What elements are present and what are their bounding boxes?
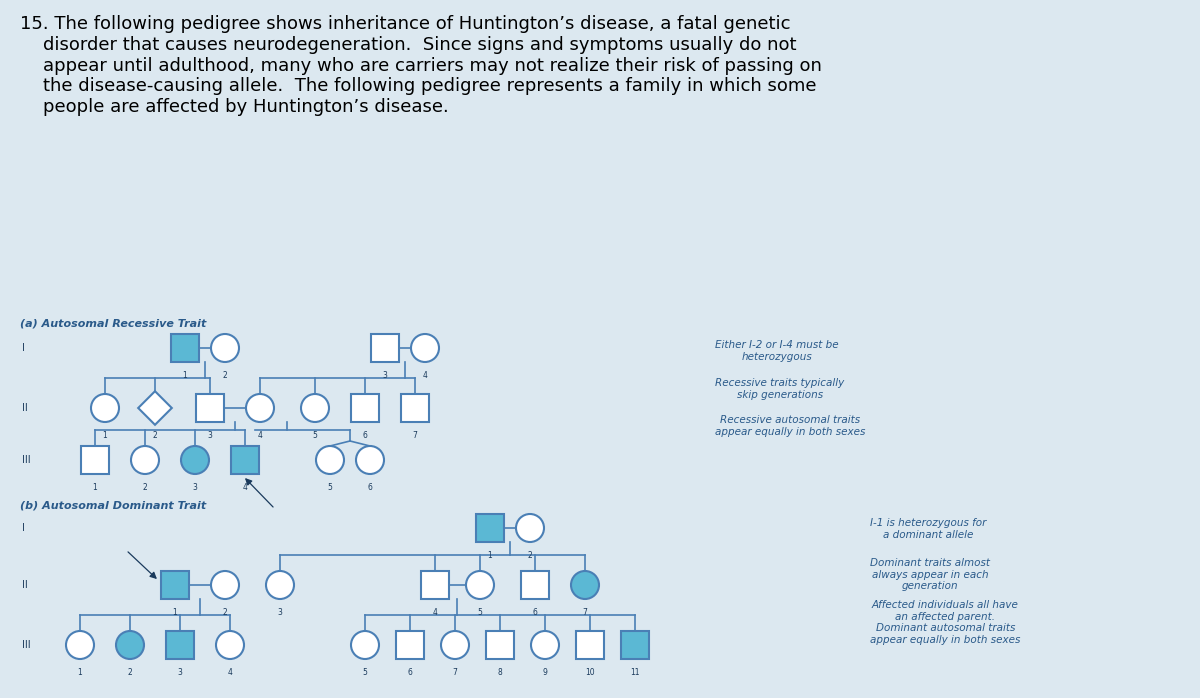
Bar: [196, 394, 224, 422]
Text: 6: 6: [408, 668, 413, 677]
Circle shape: [211, 334, 239, 362]
Circle shape: [356, 446, 384, 474]
Text: Recessive traits typically
skip generations: Recessive traits typically skip generati…: [715, 378, 845, 399]
Text: 2: 2: [223, 608, 227, 617]
Text: 2: 2: [528, 551, 533, 560]
Text: 3: 3: [383, 371, 388, 380]
Circle shape: [246, 394, 274, 422]
Text: 6: 6: [533, 608, 538, 617]
Text: 9: 9: [542, 668, 547, 677]
Text: 4: 4: [258, 431, 263, 440]
Circle shape: [211, 571, 239, 599]
Text: I-1 is heterozygous for
a dominant allele: I-1 is heterozygous for a dominant allel…: [870, 518, 986, 540]
Text: 8: 8: [498, 668, 503, 677]
Text: 3: 3: [192, 483, 198, 492]
Circle shape: [216, 631, 244, 659]
Text: 5: 5: [362, 668, 367, 677]
Text: Dominant traits almost
always appear in each
generation: Dominant traits almost always appear in …: [870, 558, 990, 591]
Text: 2: 2: [223, 371, 227, 380]
Text: II: II: [22, 403, 28, 413]
Text: 1: 1: [92, 483, 97, 492]
Text: II: II: [22, 580, 28, 590]
Bar: [166, 631, 194, 659]
Bar: [576, 631, 604, 659]
Bar: [161, 571, 190, 599]
Text: 6: 6: [362, 431, 367, 440]
Text: I: I: [22, 523, 25, 533]
Circle shape: [516, 514, 544, 542]
Circle shape: [466, 571, 494, 599]
Text: 2: 2: [152, 431, 157, 440]
Text: 5: 5: [328, 483, 332, 492]
Text: 4: 4: [432, 608, 438, 617]
Text: (a) Autosomal Recessive Trait: (a) Autosomal Recessive Trait: [20, 318, 206, 328]
Circle shape: [571, 571, 599, 599]
Text: 3: 3: [178, 668, 182, 677]
Circle shape: [116, 631, 144, 659]
Circle shape: [266, 571, 294, 599]
Text: 2: 2: [143, 483, 148, 492]
Text: 15. The following pedigree shows inheritance of Huntington’s disease, a fatal ge: 15. The following pedigree shows inherit…: [20, 15, 822, 116]
Circle shape: [352, 631, 379, 659]
Bar: [486, 631, 514, 659]
Text: 11: 11: [630, 668, 640, 677]
Text: 2: 2: [127, 668, 132, 677]
Text: 1: 1: [182, 371, 187, 380]
Bar: [172, 334, 199, 362]
Circle shape: [316, 446, 344, 474]
Text: 4: 4: [422, 371, 427, 380]
Text: 3: 3: [277, 608, 282, 617]
Bar: [476, 514, 504, 542]
Text: 5: 5: [312, 431, 318, 440]
Bar: [396, 631, 424, 659]
Bar: [371, 334, 398, 362]
Text: 7: 7: [582, 608, 588, 617]
Circle shape: [131, 446, 158, 474]
Text: Either I-2 or I-4 must be
heterozygous: Either I-2 or I-4 must be heterozygous: [715, 340, 839, 362]
Text: 1: 1: [78, 668, 83, 677]
Circle shape: [442, 631, 469, 659]
Text: Affected individuals all have
an affected parent.
Dominant autosomal traits
appe: Affected individuals all have an affecte…: [870, 600, 1020, 645]
Text: 4: 4: [228, 668, 233, 677]
Circle shape: [181, 446, 209, 474]
Text: 1: 1: [487, 551, 492, 560]
Circle shape: [301, 394, 329, 422]
Text: Recessive autosomal traits
appear equally in both sexes: Recessive autosomal traits appear equall…: [715, 415, 865, 437]
Bar: [352, 394, 379, 422]
Bar: [230, 446, 259, 474]
Text: 6: 6: [367, 483, 372, 492]
Circle shape: [530, 631, 559, 659]
Text: 5: 5: [478, 608, 482, 617]
Text: 7: 7: [413, 431, 418, 440]
Bar: [401, 394, 430, 422]
Circle shape: [91, 394, 119, 422]
Polygon shape: [138, 391, 172, 425]
Text: 10: 10: [586, 668, 595, 677]
Text: 7: 7: [452, 668, 457, 677]
Text: 1: 1: [173, 608, 178, 617]
Circle shape: [66, 631, 94, 659]
Bar: [622, 631, 649, 659]
Text: 4: 4: [242, 483, 247, 492]
Circle shape: [410, 334, 439, 362]
Text: (b) Autosomal Dominant Trait: (b) Autosomal Dominant Trait: [20, 500, 206, 510]
Text: III: III: [22, 640, 31, 650]
Text: III: III: [22, 455, 31, 465]
Bar: [421, 571, 449, 599]
Bar: [82, 446, 109, 474]
Bar: [521, 571, 550, 599]
Text: 3: 3: [208, 431, 212, 440]
Text: I: I: [22, 343, 25, 353]
Text: 1: 1: [103, 431, 107, 440]
